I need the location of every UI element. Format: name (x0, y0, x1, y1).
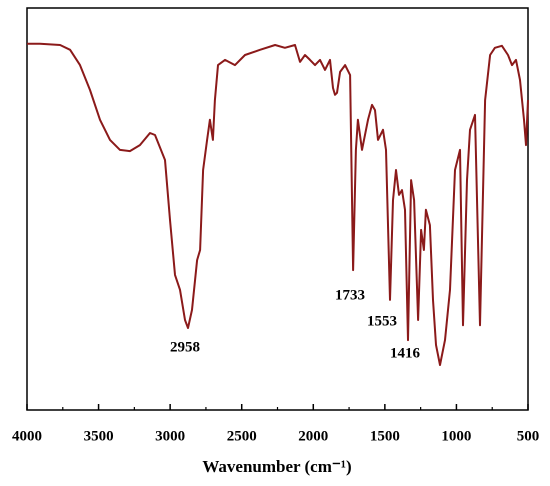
x-tick-label: 500 (517, 428, 540, 444)
x-tick-label: 2000 (298, 428, 328, 444)
x-tick-label: 3500 (84, 428, 114, 444)
x-axis-label: Wavenumber (cm⁻¹) (202, 457, 351, 476)
peak-label: 1416 (390, 345, 421, 361)
peak-label: 1733 (335, 287, 365, 303)
x-tick-label: 2500 (227, 428, 257, 444)
peak-label: 1553 (367, 313, 397, 329)
x-tick-label: 1000 (441, 428, 471, 444)
spectrum-line (27, 42, 529, 366)
x-tick-label: 4000 (12, 428, 42, 444)
x-tick-label: 3000 (155, 428, 185, 444)
peak-label: 2958 (170, 339, 200, 355)
x-tick-label: 1500 (370, 428, 400, 444)
